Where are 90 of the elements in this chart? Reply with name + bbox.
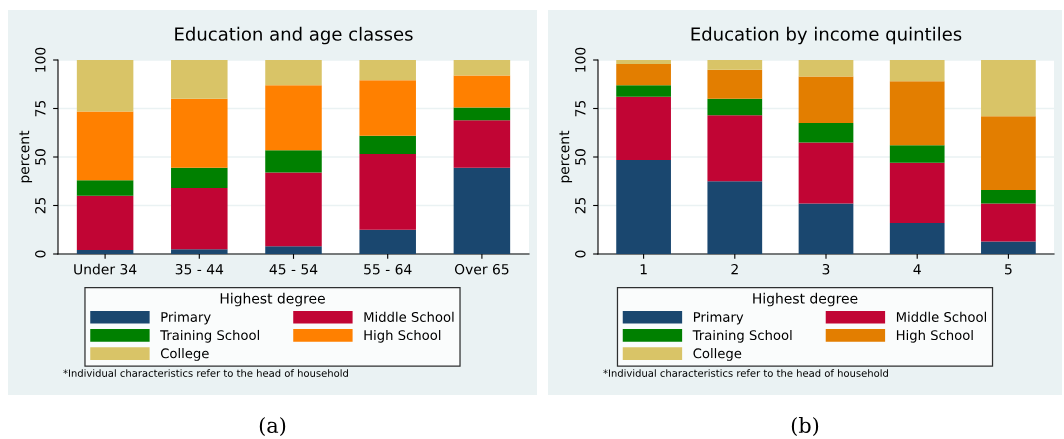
x-tick-label: Under 34 xyxy=(74,263,137,275)
bar xyxy=(359,229,416,254)
bar xyxy=(171,60,228,99)
x-tick-label: 4 xyxy=(913,264,921,275)
bar xyxy=(171,167,228,189)
legend-label: High School xyxy=(364,329,441,343)
bar xyxy=(889,222,945,254)
bar xyxy=(265,172,322,247)
bar xyxy=(453,120,511,168)
bar xyxy=(171,188,228,250)
x-tick-label: 35 - 44 xyxy=(175,263,224,275)
bar xyxy=(76,111,134,181)
text: (a) xyxy=(259,416,286,436)
x-tick-label: 3 xyxy=(822,263,830,275)
bar xyxy=(981,60,1036,117)
y-axis-title: percent xyxy=(559,130,573,183)
bar xyxy=(889,60,945,82)
legend-label: Middle School xyxy=(364,311,454,322)
bar xyxy=(616,96,671,160)
legend-label: College xyxy=(160,348,209,361)
x-tick-label: Over 65 xyxy=(454,263,509,275)
y-tick-label: 50 xyxy=(35,149,46,165)
text: *Individual characteristics refer to the head of household xyxy=(63,369,348,377)
bar xyxy=(616,60,671,64)
chart-title: Education and age classes xyxy=(175,26,413,45)
bar xyxy=(981,203,1036,242)
bar xyxy=(889,162,945,223)
x-tick-label: 55 - 64 xyxy=(364,263,412,275)
y-tick-label: 75 xyxy=(35,100,46,117)
bar xyxy=(359,60,416,81)
bar xyxy=(453,107,511,121)
bar xyxy=(76,195,134,251)
y-tick-label: 25 xyxy=(35,197,46,214)
bar xyxy=(707,181,763,254)
bar xyxy=(171,249,228,254)
bar xyxy=(707,98,763,116)
bar xyxy=(798,76,854,124)
bar xyxy=(76,60,134,112)
bar xyxy=(265,85,322,151)
x-tick-label: 45 - 54 xyxy=(269,264,318,275)
bar xyxy=(798,203,854,254)
y-tick-label: 100 xyxy=(35,47,46,72)
bar xyxy=(981,241,1036,254)
y-axis-title: percent xyxy=(19,130,33,183)
legend-label: High School xyxy=(896,329,973,343)
bar xyxy=(798,142,854,204)
legend-label: Training School xyxy=(692,329,792,343)
bar xyxy=(76,180,134,196)
bar xyxy=(359,154,416,230)
bar xyxy=(889,81,945,146)
bar xyxy=(981,189,1036,204)
y-tick-label: 75 xyxy=(575,100,586,117)
bar xyxy=(265,60,322,86)
y-tick-label: 0 xyxy=(35,250,46,258)
bar xyxy=(453,167,511,254)
bar xyxy=(265,246,322,254)
bar xyxy=(889,145,945,163)
bar xyxy=(265,150,322,173)
x-tick-label: 2 xyxy=(731,263,738,275)
bar xyxy=(616,63,671,86)
bar xyxy=(798,123,854,143)
x-tick-label: 1 xyxy=(640,264,647,275)
x-tick-label: 5 xyxy=(1005,264,1012,275)
bar xyxy=(616,159,671,254)
text: *Individual characteristics refer to the head of household xyxy=(603,369,888,377)
legend-label: Middle School xyxy=(896,311,986,322)
bar xyxy=(981,116,1036,190)
y-tick-label: 100 xyxy=(575,47,586,72)
bar xyxy=(798,60,854,77)
legend-label: Training School xyxy=(160,329,259,343)
bar xyxy=(707,60,763,70)
y-tick-label: 50 xyxy=(575,149,586,165)
legend-label: College xyxy=(693,348,742,361)
bar xyxy=(359,135,416,155)
bar xyxy=(453,60,511,76)
bar xyxy=(76,250,134,254)
y-tick-label: 25 xyxy=(575,197,586,214)
bar xyxy=(171,98,228,168)
bar xyxy=(707,69,763,99)
legend-label: Primary xyxy=(161,311,211,325)
legend-title: Highest degree xyxy=(753,292,858,307)
legend-title: Highest degree xyxy=(220,292,325,307)
bar xyxy=(453,75,511,108)
legend-label: Primary xyxy=(693,311,744,325)
bar xyxy=(707,115,763,182)
bar xyxy=(616,85,671,97)
bar xyxy=(359,80,416,136)
text: (b) xyxy=(791,416,819,436)
y-tick-label: 0 xyxy=(575,250,586,258)
chart-title: Education by income quintiles xyxy=(691,26,962,45)
